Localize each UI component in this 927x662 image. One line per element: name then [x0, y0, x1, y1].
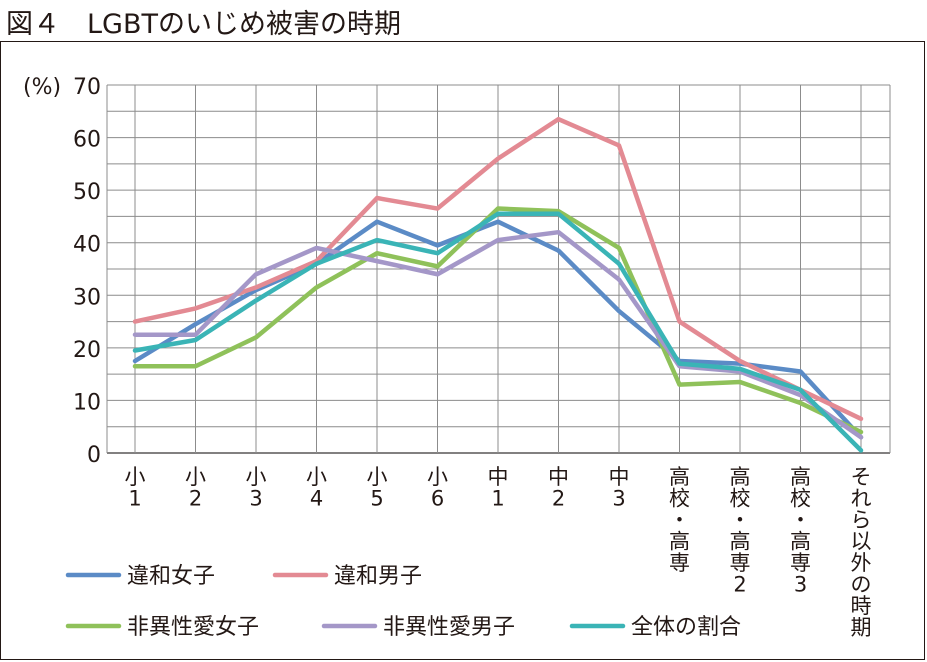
y-tick-label: 20	[73, 338, 101, 363]
series-line	[132, 206, 864, 435]
series-line	[132, 116, 864, 422]
y-tick-label: 30	[73, 285, 101, 310]
figure-frame	[0, 41, 925, 660]
y-tick-label: 10	[73, 390, 101, 415]
y-tick-label: 60	[73, 128, 101, 153]
figure-title: 図４ LGBTのいじめ被害の時期	[6, 9, 401, 40]
series-line	[132, 211, 864, 453]
y-tick-label: 50	[73, 180, 101, 205]
y-tick-label: 40	[73, 233, 101, 258]
y-axis: 0 10 20 30 40 50 60 70 (%)	[23, 75, 101, 468]
legend-label: 全体の割合	[631, 615, 741, 640]
legend-label: 違和男子	[334, 564, 422, 589]
x-category-label: 高校・高専	[669, 465, 690, 575]
series-line	[132, 229, 864, 440]
legend-label: 非異性愛女子	[127, 615, 259, 640]
x-axis: 小 1 小 2 小 3 小 4 小 5 小 6 中 1 中 2 中 3 高校・高専 高校・高専 2 高校・高専 3 それら以外…	[125, 465, 872, 640]
series-line	[132, 219, 864, 440]
series-lines	[132, 116, 864, 453]
x-category-label: それら以外の時期	[851, 465, 872, 640]
x-category-label: 高校・高専 2	[730, 465, 751, 597]
legend-label: 違和女子	[127, 564, 215, 589]
y-tick-label: 0	[87, 443, 101, 468]
y-axis-label: (%)	[23, 75, 61, 100]
x-category-label: 高校・高専 3	[790, 465, 811, 597]
grid-lines	[106, 84, 891, 454]
legend-label: 非異性愛男子	[383, 615, 515, 640]
y-tick-label: 70	[73, 75, 101, 100]
